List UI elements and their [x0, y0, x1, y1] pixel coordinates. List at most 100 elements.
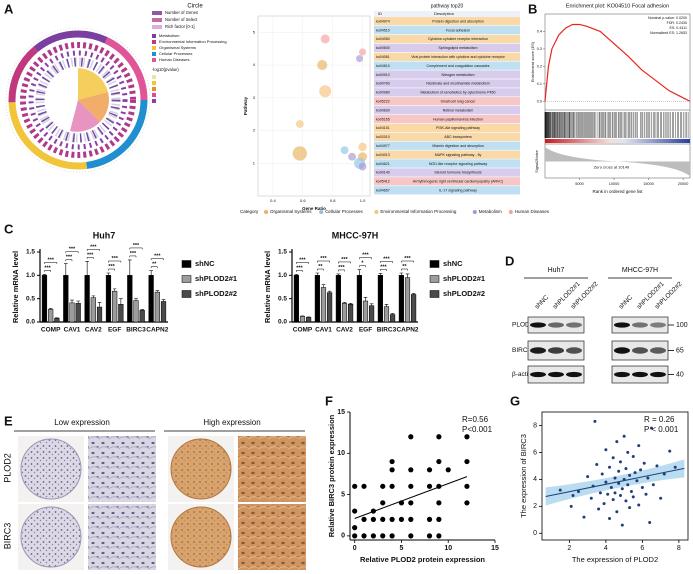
table-cell: ko05412: [376, 180, 390, 184]
point: [626, 450, 630, 454]
legend-label: shPLOD2#2: [195, 289, 237, 298]
legend-swatch: [152, 34, 156, 38]
sig-label: ***: [133, 243, 140, 249]
point: [571, 494, 575, 498]
legend-swatch: [152, 75, 156, 79]
point: [620, 523, 624, 527]
legend-label: Cellular Processes: [159, 51, 192, 56]
point: [464, 458, 470, 465]
bar: [154, 291, 160, 323]
point: [629, 489, 633, 493]
point: [361, 516, 367, 522]
pathway-table: pathway top20 ID Description ko04974 Protein…: [374, 3, 520, 195]
band: [566, 347, 582, 354]
table-title: pathway top20: [431, 3, 464, 9]
row-label: BIRC3: [2, 523, 12, 550]
table-cell: ko02010: [376, 135, 390, 139]
point: [380, 500, 386, 506]
sig-label: ***: [69, 247, 76, 253]
y-tick-label: 1.0: [278, 272, 287, 279]
marker-label: 65: [676, 347, 684, 354]
plot-frame: [541, 411, 689, 541]
point: [380, 533, 386, 539]
table-cell: ko04013: [376, 153, 390, 157]
bar: [390, 314, 396, 323]
legend-label: Number of Genes: [165, 10, 198, 15]
band: [566, 371, 582, 378]
point: [655, 464, 659, 468]
point: [659, 496, 663, 500]
panel-label: A: [4, 1, 14, 16]
stat-text: P<0.001: [462, 425, 493, 434]
band: [530, 371, 546, 378]
y-axis-label: Enrichment score (ES): [530, 41, 535, 82]
point: [662, 472, 666, 476]
point: [673, 465, 677, 469]
legend-title: Category: [240, 209, 259, 214]
band: [614, 371, 630, 378]
point: [604, 448, 608, 452]
y-tick-label: 2: [533, 503, 537, 510]
point: [408, 533, 414, 539]
bar: [41, 275, 48, 323]
zoom-image: [238, 436, 306, 502]
error-bar: [369, 303, 374, 306]
table-row-bg: [374, 70, 520, 79]
table-cell: Protein digestion and absorption: [432, 19, 484, 23]
x-tick-label: 5: [399, 545, 403, 552]
panel-label: B: [528, 1, 537, 16]
legend-label: Rich factor [0-1]: [165, 24, 195, 29]
legend-swatch: [152, 18, 162, 22]
sig-bracket: [380, 261, 393, 263]
error-bar: [64, 263, 68, 276]
error-bar: [363, 296, 368, 301]
x-axis-label: Gene Ratio: [302, 206, 326, 211]
error-bar: [315, 272, 320, 276]
y-tick-label: 5: [253, 29, 256, 34]
plot-frame: [544, 13, 691, 179]
legend-swatch: [429, 275, 440, 283]
legend-swatch: [152, 52, 156, 56]
point: [618, 460, 622, 464]
legend-marker: [472, 210, 477, 214]
panel-label: F: [325, 393, 333, 408]
legend-swatch: [152, 46, 156, 50]
point: [611, 456, 615, 460]
band: [614, 347, 630, 354]
table-row-bg: [374, 79, 520, 88]
x-tick-label: 10000: [609, 182, 620, 186]
band: [530, 322, 546, 328]
table-cell: ko04151: [376, 126, 390, 130]
point: [642, 461, 646, 465]
y-tick-label: 0.0: [26, 319, 35, 326]
sig-label: ***: [320, 256, 327, 262]
table-cell: MAPK signaling pathway - fly: [435, 153, 482, 157]
sig-bracket: [338, 269, 345, 272]
x-tick-label: EGF: [108, 327, 121, 334]
point: [618, 494, 622, 498]
chart-title: Huh7: [93, 230, 116, 240]
sig-label: ***: [87, 252, 94, 258]
point: [380, 483, 386, 489]
legend-swatch: [152, 58, 156, 62]
table-row-bg: [374, 17, 520, 26]
legend-swatch: [181, 275, 192, 283]
bar: [306, 317, 312, 323]
bar: [69, 302, 75, 323]
point: [602, 502, 606, 506]
error-bar: [294, 274, 299, 276]
bar: [299, 316, 306, 323]
y-tick-label: 0.5: [26, 295, 35, 302]
point: [631, 495, 635, 499]
band: [548, 371, 564, 378]
sig-label: *: [361, 261, 364, 267]
point: [615, 510, 619, 514]
error-bar: [97, 302, 102, 308]
error-bar: [140, 309, 144, 311]
y-axis-label: The expression of BIRC3: [519, 434, 528, 518]
es-curve: [544, 23, 691, 102]
error-bar: [390, 313, 395, 315]
error-bar: [119, 298, 123, 305]
point: [628, 473, 632, 477]
sig-bracket: [86, 257, 94, 259]
